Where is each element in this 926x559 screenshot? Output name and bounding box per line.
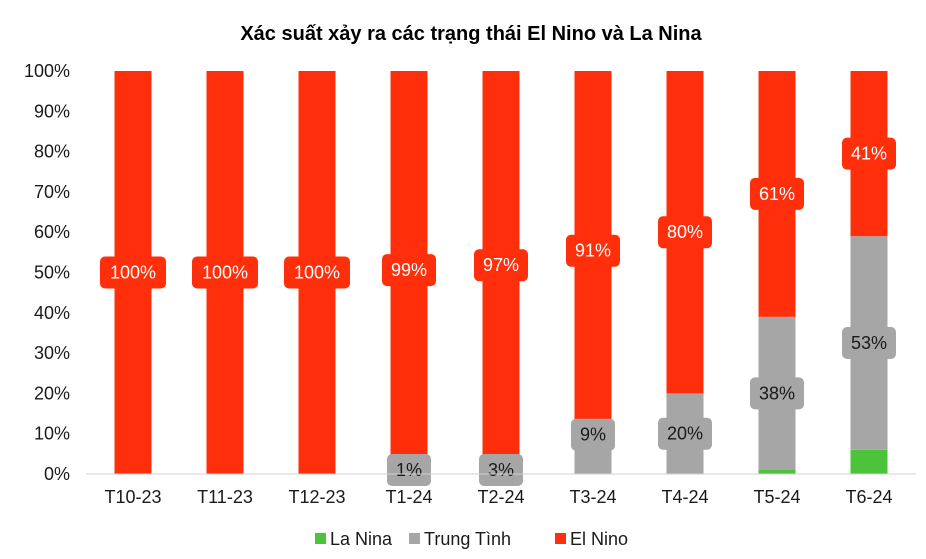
y-tick-label: 50% — [34, 263, 70, 283]
data-label-box — [284, 256, 350, 289]
data-label-text: 99% — [391, 260, 427, 280]
y-tick-label: 100% — [24, 61, 70, 81]
data-label-text: 53% — [851, 333, 887, 353]
data-label: 100% — [284, 256, 350, 289]
data-label-text: 3% — [488, 460, 514, 480]
legend-item: La Nina — [315, 529, 393, 549]
data-label: 53% — [842, 327, 896, 360]
data-label-text: 97% — [483, 255, 519, 275]
data-label-box — [382, 254, 436, 287]
data-label-text: 41% — [851, 144, 887, 164]
data-label-text: 80% — [667, 222, 703, 242]
x-tick-label: T4-24 — [661, 487, 708, 507]
legend-item: El Nino — [555, 529, 628, 549]
legend-swatch — [555, 533, 566, 544]
legend-label: Trung Tình — [424, 529, 511, 549]
x-tick-label: T5-24 — [753, 487, 800, 507]
y-tick-label: 90% — [34, 101, 70, 121]
data-label: 38% — [750, 377, 804, 410]
data-label-box — [100, 256, 166, 289]
data-label-text: 1% — [396, 460, 422, 480]
y-tick-label: 40% — [34, 303, 70, 323]
data-label-text: 100% — [294, 263, 340, 283]
data-label-box — [842, 137, 896, 170]
legend-label: El Nino — [570, 529, 628, 549]
y-tick-label: 20% — [34, 383, 70, 403]
data-labels: 100% 100% 100% 99% 1% 97% 3% 91% 9% 80% 20% 61% 38% 4… — [100, 137, 896, 486]
data-label: 9% — [571, 418, 615, 451]
x-tick-label: T1-24 — [385, 487, 432, 507]
data-label-text: 91% — [575, 241, 611, 261]
data-label-box — [750, 377, 804, 410]
y-tick-label: 80% — [34, 142, 70, 162]
x-tick-label: T12-23 — [288, 487, 345, 507]
legend-label: La Nina — [330, 529, 393, 549]
legend-swatch — [409, 533, 420, 544]
data-label-box — [474, 249, 528, 282]
x-tick-label: T3-24 — [569, 487, 616, 507]
data-label: 80% — [658, 216, 712, 249]
y-tick-label: 30% — [34, 343, 70, 363]
data-label: 1% — [387, 454, 431, 486]
y-tick-label: 60% — [34, 222, 70, 242]
x-axis: T10-23 T11-23 T12-23 T1-24 T2-24 T3-24 T4-24 T5… — [104, 487, 892, 507]
data-label: 41% — [842, 137, 896, 170]
data-label: 100% — [192, 256, 258, 289]
data-label-box — [566, 234, 620, 267]
data-label-box — [192, 256, 258, 289]
data-label: 100% — [100, 256, 166, 289]
data-label: 20% — [658, 417, 712, 450]
y-axis: 0% 10% 20% 30% 40% 50% 60% 70% 80% 90% 100% — [24, 61, 70, 484]
x-tick-label: T2-24 — [477, 487, 524, 507]
data-label-box — [571, 418, 615, 451]
y-tick-label: 0% — [44, 464, 70, 484]
x-tick-label: T6-24 — [845, 487, 892, 507]
x-tick-label: T11-23 — [197, 487, 253, 507]
data-label-box — [658, 216, 712, 249]
data-label-text: 61% — [759, 184, 795, 204]
bar-segment-la-nina — [758, 469, 796, 474]
data-label-text: 9% — [580, 425, 606, 445]
data-label-text: 20% — [667, 424, 703, 444]
legend: La Nina Trung Tình El Nino — [315, 529, 628, 549]
data-label-text: 100% — [110, 263, 156, 283]
data-label: 61% — [750, 177, 804, 210]
legend-swatch — [315, 533, 326, 544]
data-label: 97% — [474, 249, 528, 282]
data-label: 99% — [382, 254, 436, 287]
data-label-box — [479, 454, 523, 486]
data-label-box — [658, 417, 712, 450]
legend-item: Trung Tình — [409, 529, 511, 549]
data-label-box — [387, 454, 431, 486]
y-tick-label: 70% — [34, 182, 70, 202]
x-tick-label: T10-23 — [104, 487, 161, 507]
data-label: 91% — [566, 234, 620, 267]
data-label-box — [842, 327, 896, 360]
bar-segment-la-nina — [850, 449, 888, 474]
data-label-text: 100% — [202, 263, 248, 283]
data-label-box — [750, 177, 804, 210]
data-label: 3% — [479, 454, 523, 486]
chart-title: Xác suất xảy ra các trạng thái El Nino v… — [240, 23, 702, 45]
data-label-text: 38% — [759, 383, 795, 403]
y-tick-label: 10% — [34, 424, 70, 444]
